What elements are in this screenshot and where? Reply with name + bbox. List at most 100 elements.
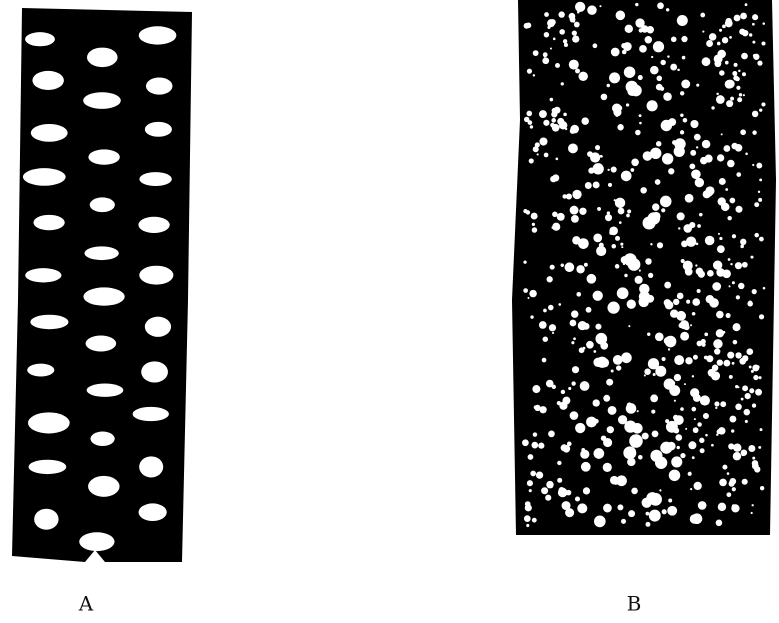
pore xyxy=(592,43,598,49)
pore xyxy=(724,79,734,89)
pore xyxy=(750,255,754,259)
pore xyxy=(728,285,731,288)
pore xyxy=(752,22,755,26)
pore xyxy=(752,456,756,460)
pore xyxy=(757,60,763,66)
pore xyxy=(712,260,723,270)
pore xyxy=(580,461,591,472)
pore xyxy=(614,197,626,209)
pore xyxy=(716,359,724,366)
pore xyxy=(571,341,575,345)
pore xyxy=(731,281,735,285)
pore xyxy=(551,118,556,123)
pore xyxy=(528,158,534,164)
pore xyxy=(557,477,563,483)
pore xyxy=(650,147,662,160)
pore xyxy=(697,501,707,510)
pore xyxy=(582,487,591,495)
pore xyxy=(651,430,659,438)
pore xyxy=(645,521,651,527)
pore xyxy=(687,471,692,476)
pore xyxy=(569,205,579,215)
pore xyxy=(635,18,645,28)
pore xyxy=(750,511,753,515)
pore xyxy=(715,95,725,104)
pore xyxy=(639,121,642,125)
pore xyxy=(692,427,699,434)
pore xyxy=(735,403,742,411)
pore xyxy=(536,153,539,156)
pore xyxy=(694,177,705,188)
pore xyxy=(562,39,568,44)
pore xyxy=(539,137,548,146)
pore xyxy=(711,106,715,110)
pore xyxy=(699,395,710,406)
pore xyxy=(679,130,685,135)
pore xyxy=(621,518,627,524)
pore xyxy=(655,141,662,147)
pore xyxy=(587,151,593,157)
pore xyxy=(715,406,718,409)
pore xyxy=(715,519,723,527)
pore xyxy=(645,511,650,516)
pore xyxy=(758,376,762,380)
pore xyxy=(733,14,741,22)
pore xyxy=(643,374,646,377)
pore xyxy=(707,269,714,277)
pore xyxy=(578,238,589,249)
pore xyxy=(646,26,654,34)
pore xyxy=(667,505,678,516)
pore xyxy=(682,117,688,123)
pore xyxy=(741,29,749,37)
pore xyxy=(569,319,577,327)
pore xyxy=(681,79,691,89)
pore xyxy=(685,427,688,430)
pore xyxy=(722,24,726,29)
pore xyxy=(679,91,685,96)
pore xyxy=(724,60,729,65)
pore xyxy=(714,348,721,355)
pore xyxy=(641,497,652,508)
pore xyxy=(531,517,537,523)
pore xyxy=(600,155,603,158)
pore xyxy=(676,212,685,221)
pore xyxy=(624,420,637,433)
pore xyxy=(717,197,726,206)
pore xyxy=(593,233,603,243)
pore xyxy=(607,301,620,314)
pore xyxy=(673,399,676,402)
pore xyxy=(684,267,693,276)
pore xyxy=(542,52,548,58)
pore xyxy=(581,117,589,125)
pore xyxy=(600,93,608,101)
pore xyxy=(730,262,733,266)
pore xyxy=(736,172,742,177)
pore xyxy=(555,62,560,68)
pore xyxy=(678,227,681,230)
pore xyxy=(560,389,566,395)
pore xyxy=(742,385,749,392)
pore xyxy=(618,221,622,224)
pore xyxy=(568,12,576,20)
pore xyxy=(617,124,624,131)
pore xyxy=(539,406,547,414)
pore xyxy=(572,189,582,200)
pore xyxy=(610,369,614,373)
pore xyxy=(656,75,663,82)
pore xyxy=(543,152,549,158)
pore xyxy=(740,397,744,401)
pore xyxy=(660,441,673,454)
pore xyxy=(524,504,532,512)
pore xyxy=(578,71,588,82)
pore xyxy=(522,439,529,447)
lacuna xyxy=(88,475,120,497)
pore xyxy=(700,156,708,165)
pore xyxy=(568,386,572,390)
pore xyxy=(676,292,684,300)
pore xyxy=(560,263,564,267)
pore xyxy=(602,462,612,472)
pore xyxy=(671,381,676,385)
pore xyxy=(756,162,763,169)
pore xyxy=(703,355,708,360)
pore xyxy=(592,163,604,175)
